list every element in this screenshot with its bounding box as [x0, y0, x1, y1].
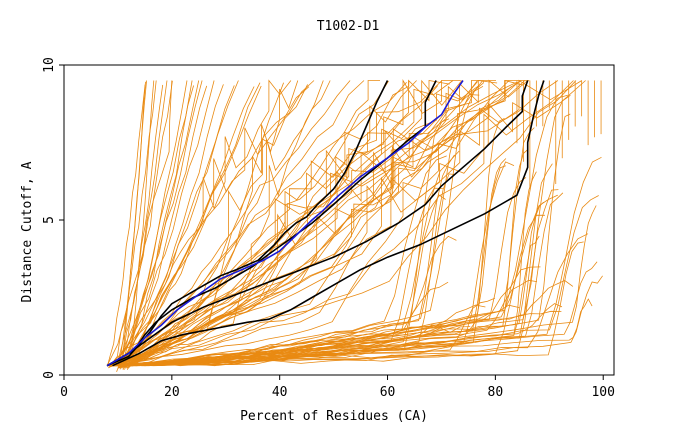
y-tick-label: 5	[42, 216, 57, 224]
chart-title: T1002-D1	[317, 19, 380, 34]
model-curve	[115, 80, 215, 364]
model-curve	[116, 86, 310, 366]
highlight-model-curve	[106, 80, 389, 367]
y-tick-label: 10	[42, 57, 57, 73]
model-curve	[120, 84, 164, 364]
highlight-lines	[106, 80, 545, 367]
model-curve	[125, 155, 447, 366]
model-curve	[118, 80, 522, 364]
model-curve	[113, 85, 262, 362]
model-curve	[113, 205, 597, 367]
model-curve	[116, 80, 193, 373]
highlight-model-curve	[106, 80, 437, 367]
highlight-model-curve	[112, 80, 545, 367]
axis-ticks: 0 20 40 60 80 100 0 5 10	[42, 57, 615, 400]
model-curve	[125, 275, 603, 367]
model-curve	[120, 158, 507, 366]
best-model-curve	[106, 80, 464, 367]
model-curve	[128, 79, 528, 364]
model-curve	[125, 80, 443, 369]
x-tick-label: 20	[164, 385, 180, 400]
model-curve	[119, 80, 200, 366]
plot-lines	[106, 79, 603, 373]
model-curve	[119, 82, 284, 368]
model-curve	[118, 85, 480, 369]
x-tick-label: 40	[272, 385, 288, 400]
model-curve	[124, 85, 194, 370]
model-curve	[112, 80, 559, 365]
x-tick-label: 100	[591, 385, 614, 400]
model-curve	[112, 304, 486, 367]
model-curve	[115, 80, 203, 365]
model-curve	[113, 80, 173, 366]
model-curve	[118, 80, 410, 364]
y-axis-label: Distance Cutoff, A	[20, 161, 35, 302]
model-curve	[119, 81, 146, 370]
model-curve	[106, 80, 173, 366]
y-tick-label: 0	[42, 371, 57, 379]
model-curve	[108, 80, 530, 368]
model-curve	[121, 261, 598, 367]
model-curve	[113, 82, 261, 362]
highlight-model-curve	[106, 80, 529, 367]
model-curve	[112, 310, 562, 367]
model-curve	[121, 163, 553, 367]
model-curve	[113, 80, 521, 367]
model-curve	[108, 80, 299, 366]
model-curve	[127, 80, 155, 370]
x-tick-label: 0	[60, 385, 68, 400]
model-curve	[125, 81, 478, 365]
x-tick-label: 60	[380, 385, 396, 400]
model-curve	[117, 80, 577, 364]
x-tick-label: 80	[488, 385, 504, 400]
model-curve	[122, 79, 292, 367]
model-curve	[127, 80, 574, 364]
model-curve	[117, 80, 510, 369]
model-curve	[107, 84, 146, 367]
x-axis-label: Percent of Residues (CA)	[240, 409, 428, 424]
